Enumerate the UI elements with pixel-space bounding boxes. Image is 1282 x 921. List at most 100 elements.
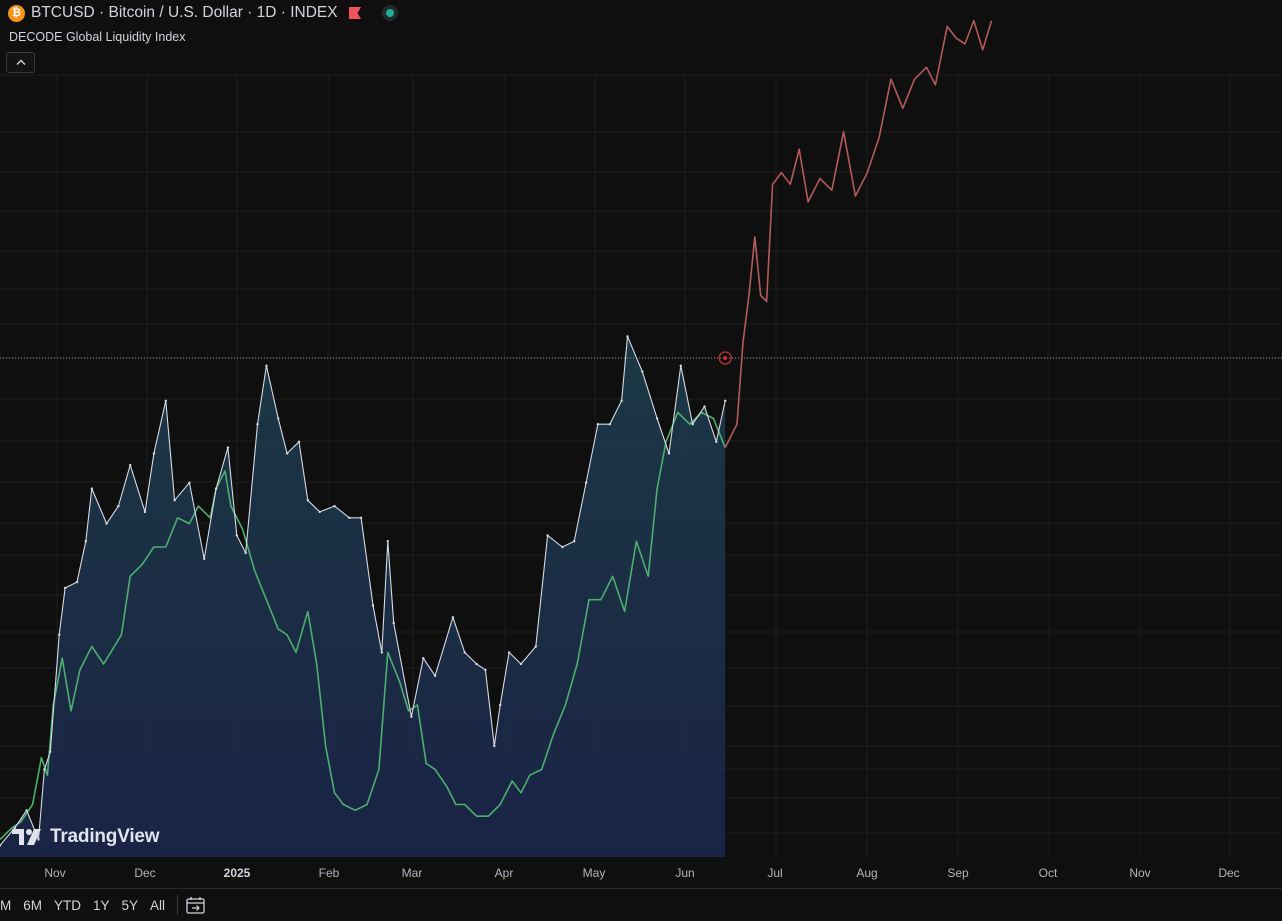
btc-data-point xyxy=(703,405,706,408)
x-axis-tick-label: 2025 xyxy=(224,866,251,880)
x-axis: Nov Dec 2025 Feb Mar Apr May Jun Jul Aug Sep Oct Nov… xyxy=(44,866,1239,880)
btc-data-point xyxy=(386,540,389,543)
tradingview-logo-icon xyxy=(12,829,41,845)
btc-data-point xyxy=(203,557,206,560)
btc-data-point xyxy=(13,826,16,830)
btc-data-point xyxy=(561,545,564,549)
btc-data-point xyxy=(117,504,120,508)
range-button-m[interactable]: M xyxy=(0,897,12,913)
btc-data-point xyxy=(37,838,40,841)
btc-data-point xyxy=(84,540,88,543)
tradingview-watermark: TradingView xyxy=(12,826,160,848)
bitcoin-icon: ₿ xyxy=(8,4,25,22)
range-bar: M 6M YTD 1Y 5Y All xyxy=(0,891,206,919)
btc-data-point xyxy=(641,370,644,373)
btc-data-point xyxy=(256,423,259,426)
btc-data-point xyxy=(451,616,455,619)
btc-data-point xyxy=(348,516,351,519)
series-layer xyxy=(0,19,993,847)
x-axis-tick-label: Jun xyxy=(675,866,694,880)
range-button-5y[interactable]: 5Y xyxy=(121,897,139,913)
btc-data-point xyxy=(43,768,46,771)
btc-data-point xyxy=(667,452,671,455)
marker-dot xyxy=(723,356,728,360)
btc-data-point xyxy=(573,540,576,543)
btc-data-point xyxy=(475,662,478,666)
range-button-1y[interactable]: 1Y xyxy=(93,897,110,913)
btc-data-point xyxy=(285,452,289,455)
btc-data-point xyxy=(244,551,247,555)
btc-data-point xyxy=(534,645,537,648)
liquidity-index-line xyxy=(0,411,726,841)
btc-data-point xyxy=(410,715,413,718)
x-axis-tick-label: Nov xyxy=(44,866,65,880)
flag-icon[interactable] xyxy=(348,6,362,20)
x-axis-tick-label: Dec xyxy=(1218,866,1239,880)
x-axis-tick-label: Apr xyxy=(495,866,514,880)
live-status-icon xyxy=(381,5,398,21)
btc-data-point xyxy=(546,534,549,537)
marker-ring xyxy=(718,351,732,365)
btc-data-point xyxy=(715,440,718,443)
btc-data-point xyxy=(608,423,611,426)
btc-data-point xyxy=(277,417,280,420)
btc-data-point xyxy=(226,446,230,449)
range-button-all[interactable]: All xyxy=(150,897,166,913)
x-axis-tick-label: Feb xyxy=(319,866,340,880)
btc-data-point xyxy=(584,481,588,484)
btc-data-point xyxy=(90,487,94,490)
watermark-text: TradingView xyxy=(50,826,160,847)
btc-data-point xyxy=(620,399,623,402)
btc-data-point xyxy=(380,651,383,654)
btc-data-point xyxy=(265,364,268,367)
range-separator xyxy=(177,895,179,915)
btc-data-point xyxy=(143,510,147,514)
btc-data-point xyxy=(507,651,511,654)
crosshair-marker xyxy=(718,351,732,365)
calendar-icon[interactable] xyxy=(186,896,206,914)
btc-data-point xyxy=(152,452,156,455)
btc-data-point xyxy=(463,651,466,654)
btc-data-point xyxy=(129,463,132,467)
btc-data-point xyxy=(679,364,682,367)
btc-data-point xyxy=(691,423,694,426)
btc-data-point xyxy=(596,423,600,426)
collapse-indicators-button[interactable] xyxy=(6,52,35,73)
x-axis-tick-label: Sep xyxy=(947,866,969,880)
btc-data-point xyxy=(63,586,67,590)
chevron-up-icon xyxy=(16,59,25,65)
btc-data-point xyxy=(235,534,238,537)
btc-data-point xyxy=(359,516,363,519)
btc-data-point xyxy=(333,504,336,508)
btc-data-point xyxy=(188,481,191,484)
btc-data-point xyxy=(392,621,395,625)
btc-data-point xyxy=(371,604,375,607)
range-button-6m[interactable]: 6M xyxy=(23,897,43,913)
btc-data-point xyxy=(306,499,309,502)
btc-data-point xyxy=(484,668,487,672)
btc-data-point xyxy=(422,657,425,660)
btc-data-point xyxy=(626,335,629,338)
btc-data-point xyxy=(318,510,321,514)
liquidity-projection-line xyxy=(724,19,993,448)
x-axis-tick-label: Aug xyxy=(856,866,877,880)
x-axis-tick-label: Dec xyxy=(134,866,155,880)
footer-divider xyxy=(0,888,1282,889)
symbol-title[interactable]: BTCUSD · Bitcoin / U.S. Dollar · 1D · IN… xyxy=(31,4,338,21)
x-axis-tick-label: Oct xyxy=(1039,866,1058,880)
chart-header: ₿ BTCUSD · Bitcoin / U.S. Dollar · 1D · … xyxy=(8,3,398,23)
x-axis-tick-label: Jul xyxy=(767,866,782,880)
btc-data-point xyxy=(105,522,108,525)
x-axis-tick-label: Nov xyxy=(1129,866,1150,880)
btc-data-point xyxy=(297,440,301,443)
x-axis-tick-label: May xyxy=(583,866,606,880)
btc-data-point xyxy=(173,499,176,502)
btc-data-point xyxy=(25,809,28,812)
x-axis-tick-label: Mar xyxy=(402,866,423,880)
indicator-title[interactable]: DECODE Global Liquidity Index xyxy=(9,30,186,44)
btc-data-point xyxy=(58,633,61,636)
btc-data-point xyxy=(75,580,79,584)
btc-data-point xyxy=(724,399,727,402)
range-button-ytd[interactable]: YTD xyxy=(54,897,82,913)
